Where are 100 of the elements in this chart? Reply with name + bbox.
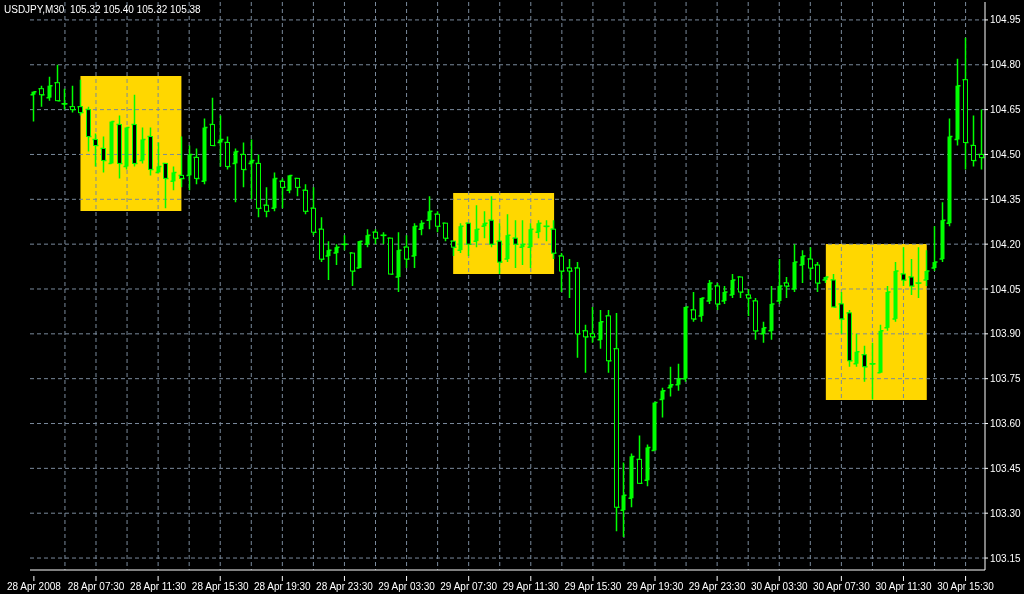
candlestick bbox=[295, 177, 300, 198]
candlestick bbox=[233, 147, 238, 204]
candlestick bbox=[334, 243, 339, 266]
candlestick bbox=[722, 285, 727, 305]
candlestick bbox=[831, 273, 836, 308]
candlestick bbox=[280, 177, 285, 210]
candlestick bbox=[132, 93, 137, 168]
candlestick bbox=[187, 144, 192, 192]
x-tick-label: 28 Apr 2008 bbox=[6, 581, 62, 592]
candlestick bbox=[264, 186, 269, 218]
candlestick bbox=[730, 273, 735, 299]
candlestick bbox=[435, 210, 440, 233]
candlestick bbox=[963, 37, 968, 171]
candlestick bbox=[598, 309, 603, 350]
candlestick bbox=[528, 222, 533, 269]
candlestick bbox=[365, 228, 370, 248]
candlestick bbox=[458, 222, 463, 254]
candlestick bbox=[575, 261, 580, 359]
candlestick bbox=[93, 132, 98, 168]
candlestick bbox=[218, 114, 223, 168]
candlestick bbox=[707, 279, 712, 305]
candlestick bbox=[621, 461, 626, 538]
x-tick-label: 28 Apr 19:30 bbox=[253, 581, 312, 592]
candlestick bbox=[676, 362, 681, 392]
candlestick bbox=[746, 288, 751, 317]
y-tick-label: 104.50 bbox=[990, 149, 1022, 161]
y-tick-label: 104.95 bbox=[990, 14, 1022, 26]
candlestick bbox=[202, 117, 207, 186]
candlestick bbox=[179, 135, 184, 189]
x-tick-label: 29 Apr 23:30 bbox=[688, 581, 746, 592]
candlestick bbox=[792, 243, 797, 293]
candlestick bbox=[109, 120, 114, 165]
candlestick bbox=[955, 58, 960, 147]
candlestick bbox=[769, 285, 774, 341]
x-tick-label: 29 Apr 03:30 bbox=[378, 581, 436, 592]
candlestick bbox=[140, 126, 145, 165]
candlestick bbox=[249, 138, 254, 201]
candlestick bbox=[388, 237, 393, 275]
candlestick bbox=[319, 216, 324, 263]
candlestick bbox=[419, 219, 424, 236]
candlestick bbox=[256, 153, 261, 218]
candlestick bbox=[513, 219, 518, 269]
candlestick bbox=[47, 75, 52, 102]
y-tick-label: 104.05 bbox=[990, 283, 1022, 295]
x-tick-label: 28 Apr 23:30 bbox=[316, 581, 374, 592]
candlestick bbox=[326, 240, 331, 281]
candlestick bbox=[800, 249, 805, 284]
candlestick bbox=[901, 246, 906, 287]
candlestick bbox=[637, 434, 642, 485]
candlestick bbox=[311, 186, 316, 236]
candlestick bbox=[854, 333, 859, 368]
candlestick bbox=[847, 309, 852, 368]
candlestick bbox=[466, 222, 471, 257]
chart-title: USDJPY,M30 105.32 105.40 105.32 105.38 bbox=[4, 4, 201, 15]
x-tick-label: 29 Apr 15:30 bbox=[564, 581, 622, 592]
candlestick bbox=[862, 345, 867, 383]
candlestick bbox=[645, 443, 650, 488]
candlestick bbox=[878, 324, 883, 374]
candlestick bbox=[451, 240, 456, 257]
candlestick bbox=[932, 225, 937, 272]
candlestick bbox=[551, 219, 556, 260]
y-tick-label: 103.30 bbox=[990, 507, 1022, 519]
candlestick bbox=[497, 222, 502, 275]
candlestick bbox=[753, 297, 758, 341]
candlestick bbox=[652, 401, 657, 452]
x-tick-label: 30 Apr 15:30 bbox=[937, 581, 995, 592]
y-tick-label: 103.75 bbox=[990, 373, 1022, 385]
candlestick bbox=[210, 96, 215, 147]
candlestick bbox=[412, 222, 417, 269]
candlestick bbox=[885, 285, 890, 332]
candlestick bbox=[947, 117, 952, 227]
y-tick-label: 103.90 bbox=[990, 328, 1022, 340]
candlestick bbox=[839, 291, 844, 335]
candlestick bbox=[536, 219, 541, 239]
candlestick bbox=[171, 165, 176, 192]
candlestick bbox=[668, 365, 673, 398]
candlestick bbox=[808, 246, 813, 281]
candlestick bbox=[761, 321, 766, 344]
candlestick bbox=[909, 258, 914, 296]
candlestick bbox=[86, 105, 91, 153]
candlestick bbox=[715, 282, 720, 311]
candlestick bbox=[78, 78, 83, 117]
x-tick-label: 29 Apr 11:30 bbox=[502, 581, 560, 592]
candlestick bbox=[559, 252, 564, 293]
candlestick bbox=[241, 141, 246, 189]
candlestick bbox=[777, 258, 782, 305]
y-tick-label: 104.20 bbox=[990, 238, 1022, 250]
y-tick-label: 104.35 bbox=[990, 193, 1022, 205]
candlestick bbox=[520, 219, 525, 266]
candlestick bbox=[606, 309, 611, 374]
x-tick-label: 28 Apr 07:30 bbox=[67, 581, 125, 592]
x-tick-label: 28 Apr 11:30 bbox=[130, 581, 187, 592]
candlestick bbox=[940, 201, 945, 263]
candlestick bbox=[443, 222, 448, 242]
candlestick bbox=[583, 324, 588, 374]
candlestick bbox=[156, 141, 161, 174]
candlestick bbox=[272, 171, 277, 213]
candlestick bbox=[303, 183, 308, 215]
candlestick bbox=[225, 135, 230, 171]
candlestick bbox=[924, 249, 929, 287]
